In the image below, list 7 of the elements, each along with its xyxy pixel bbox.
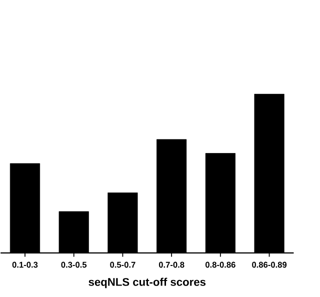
- x-tick-label: 0.5-0.7: [110, 262, 136, 268]
- x-tick-label: 0.7-0.8: [158, 262, 184, 268]
- x-axis-title: seqNLS cut-off scores: [88, 278, 206, 288]
- x-tick-label: 0.1-0.3: [12, 262, 38, 268]
- x-tick-label: 0.3-0.5: [61, 262, 87, 268]
- x-tick-label: 0.86-0.89: [252, 262, 287, 268]
- x-tick-label: 0.8-0.86: [206, 262, 236, 268]
